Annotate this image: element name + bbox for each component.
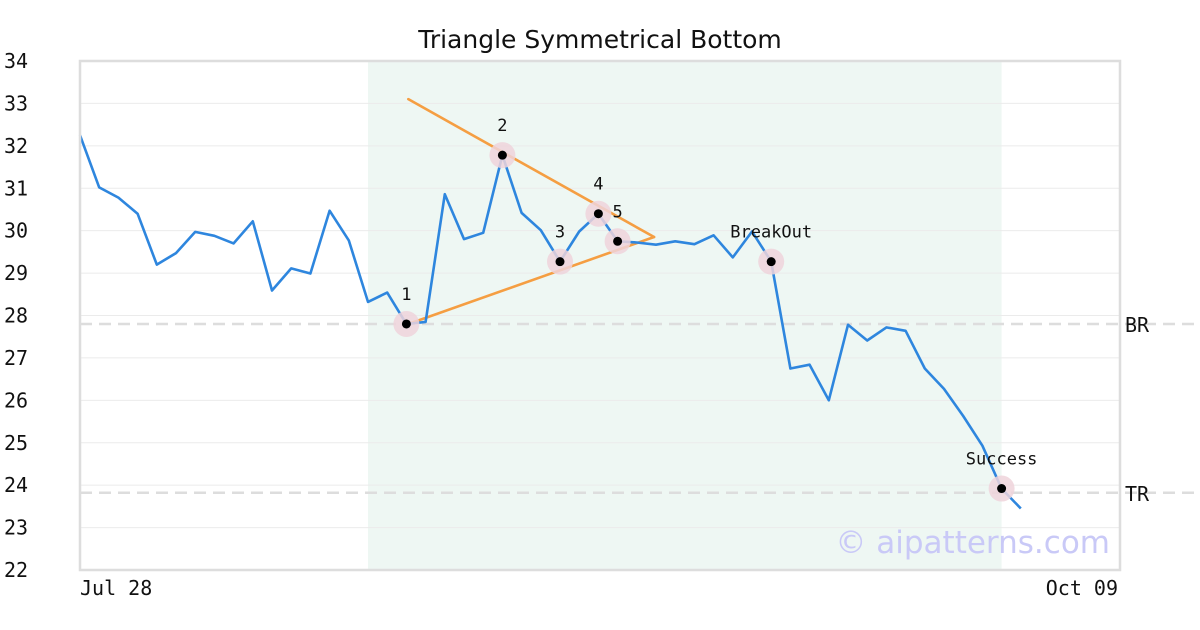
- y-tick-label: 24: [4, 473, 28, 497]
- point-marker: [593, 209, 603, 219]
- x-tick-label: Jul 28: [80, 576, 152, 600]
- point-label: 4: [593, 175, 603, 195]
- point-label: Success: [966, 450, 1038, 470]
- reference-line-label: BR: [1125, 313, 1150, 337]
- point-label: 3: [555, 223, 565, 243]
- chart-title: Triangle Symmetrical Bottom: [417, 25, 782, 54]
- y-tick-label: 32: [4, 134, 28, 158]
- reference-line-label: TR: [1125, 482, 1150, 506]
- trend-line: [407, 97, 656, 239]
- y-tick-label: 30: [4, 219, 28, 243]
- point-marker: [613, 236, 623, 246]
- pattern-points: 1 2 3 45 BreakOut Success: [393, 116, 1038, 502]
- plot-frame: [78, 59, 1122, 572]
- point-marker: [766, 257, 776, 267]
- point-label: BreakOut: [730, 223, 812, 243]
- x-tick-label: Oct 09: [1046, 576, 1118, 600]
- point-marker: [401, 319, 411, 329]
- point-marker: [497, 150, 507, 160]
- x-axis-ticks: Jul 28 Oct 09: [80, 576, 1118, 600]
- y-tick-label: 25: [4, 431, 28, 455]
- point-label: 1: [401, 285, 411, 305]
- y-tick-label: 34: [4, 49, 28, 73]
- y-tick-label: 26: [4, 388, 28, 412]
- point-label: 5: [612, 202, 622, 222]
- reference-line-labels: BR TR: [1125, 313, 1150, 506]
- price-series-line: [78, 134, 1022, 510]
- watermark: © aipatterns.com: [835, 525, 1110, 561]
- point-marker: [997, 484, 1007, 494]
- y-tick-label: 23: [4, 516, 28, 540]
- y-tick-label: 29: [4, 261, 28, 285]
- y-tick-label: 27: [4, 346, 28, 370]
- y-tick-label: 33: [4, 91, 28, 115]
- y-tick-label: 31: [4, 176, 28, 200]
- point-marker: [555, 257, 565, 267]
- point-label: 2: [497, 116, 507, 136]
- y-tick-label: 28: [4, 304, 28, 328]
- y-tick-label: 22: [4, 558, 28, 582]
- y-axis-ticks: 22 23 24 25 26 27 28 29 30 31 32 33 34: [4, 49, 28, 582]
